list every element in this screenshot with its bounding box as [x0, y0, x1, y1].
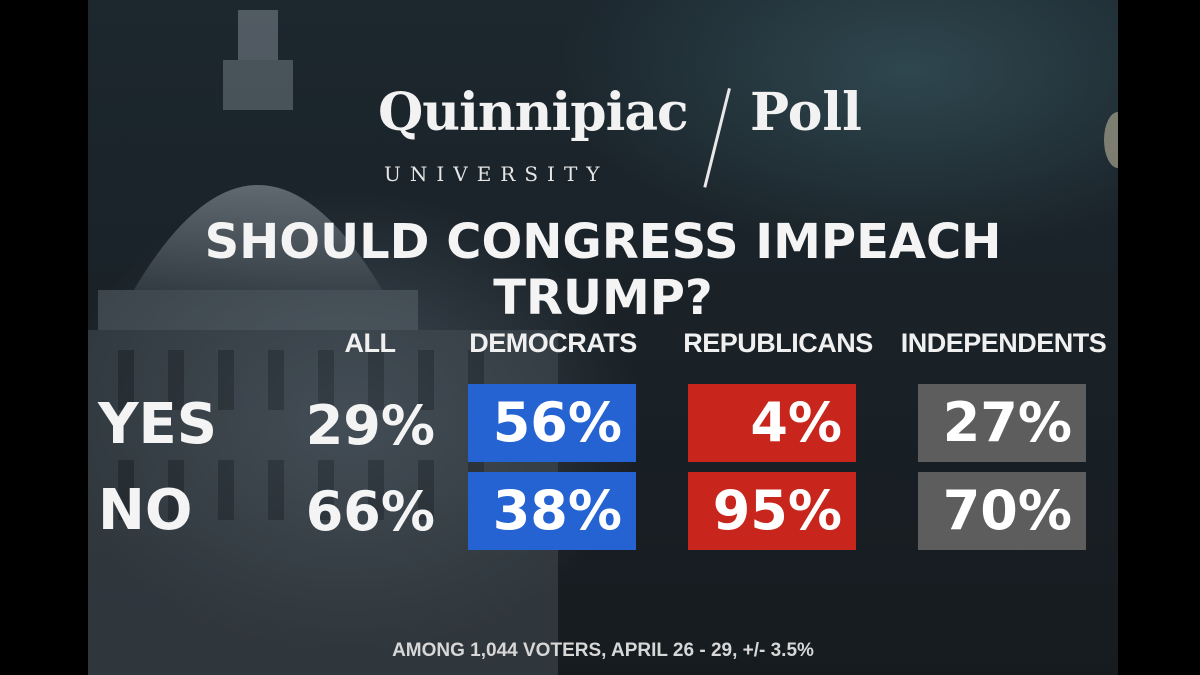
value-no-all: 66% [305, 480, 435, 543]
value-no-democrats: 38% [468, 472, 636, 550]
poll-question-title: SHOULD CONGRESS IMPEACH TRUMP? [204, 214, 1002, 326]
value-yes-republicans: 4% [688, 384, 856, 462]
column-header-republicans: REPUBLICANS [683, 328, 873, 358]
quinnipiac-poll-logo: Quinnipiac UNIVERSITY Poll [378, 82, 898, 192]
value-yes-all: 29% [305, 394, 435, 457]
row-label-yes: YES [98, 392, 218, 457]
logo-name: Quinnipiac [378, 82, 689, 143]
broadcast-graphic: Quinnipiac UNIVERSITY Poll SHOULD CONGRE… [88, 0, 1118, 675]
column-header-democrats: DEMOCRATS [469, 328, 637, 358]
value-no-republicans: 95% [688, 472, 856, 550]
poll-footnote: AMONG 1,044 VOTERS, APRIL 26 - 29, +/- 3… [392, 640, 814, 661]
value-no-independents: 70% [918, 472, 1086, 550]
column-header-independents: INDEPENDENTS [900, 328, 1107, 358]
logo-subname: UNIVERSITY [384, 162, 609, 186]
value-yes-democrats: 56% [468, 384, 636, 462]
logo-poll: Poll [750, 82, 862, 143]
value-yes-independents: 27% [918, 384, 1086, 462]
column-header-all: ALL [344, 328, 396, 358]
row-label-no: NO [98, 478, 193, 543]
logo-divider [703, 88, 731, 188]
